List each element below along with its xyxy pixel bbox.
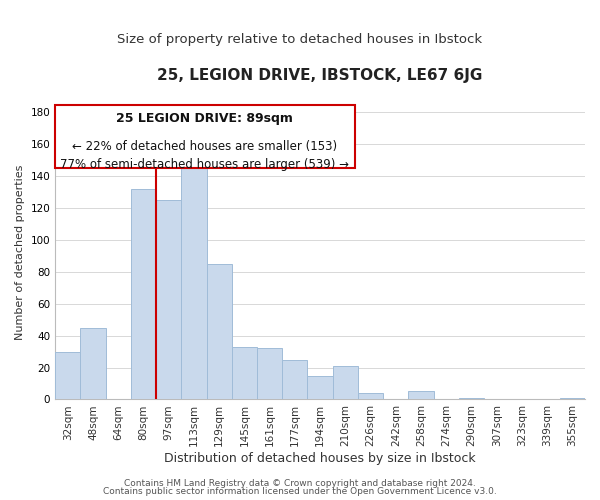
Bar [232, 347, 257, 400]
Bar [358, 393, 383, 400]
Bar [80, 328, 106, 400]
Bar [156, 200, 181, 400]
Y-axis label: Number of detached properties: Number of detached properties [15, 164, 25, 340]
Text: Contains HM Land Registry data © Crown copyright and database right 2024.: Contains HM Land Registry data © Crown c… [124, 478, 476, 488]
Bar [257, 348, 282, 400]
Bar [307, 376, 332, 400]
Bar [206, 264, 232, 400]
FancyBboxPatch shape [55, 104, 355, 168]
Bar [560, 398, 585, 400]
Bar [181, 165, 206, 400]
Bar [282, 360, 307, 400]
Text: 25 LEGION DRIVE: 89sqm: 25 LEGION DRIVE: 89sqm [116, 112, 293, 125]
Bar [409, 392, 434, 400]
Title: 25, LEGION DRIVE, IBSTOCK, LE67 6JG: 25, LEGION DRIVE, IBSTOCK, LE67 6JG [157, 68, 483, 82]
Text: Contains public sector information licensed under the Open Government Licence v3: Contains public sector information licen… [103, 487, 497, 496]
X-axis label: Distribution of detached houses by size in Ibstock: Distribution of detached houses by size … [164, 452, 476, 465]
Text: Size of property relative to detached houses in Ibstock: Size of property relative to detached ho… [118, 32, 482, 46]
Bar [131, 189, 156, 400]
Text: ← 22% of detached houses are smaller (153)
77% of semi-detached houses are large: ← 22% of detached houses are smaller (15… [61, 140, 349, 171]
Bar [55, 352, 80, 400]
Bar [459, 398, 484, 400]
Bar [332, 366, 358, 400]
